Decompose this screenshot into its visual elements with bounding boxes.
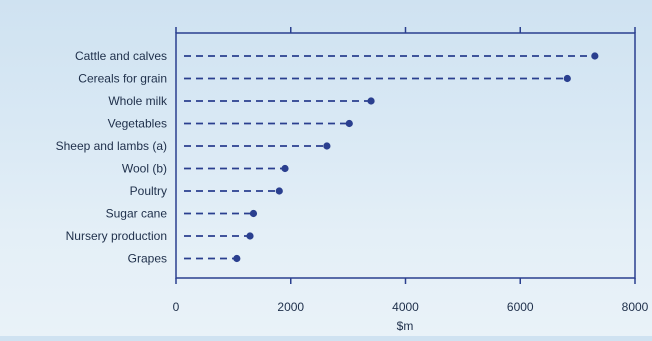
category-label: Cattle and calves (75, 49, 167, 63)
data-point (246, 232, 254, 240)
data-row: Cattle and calves (75, 49, 599, 63)
data-row: Nursery production (66, 229, 254, 243)
category-label: Wool (b) (122, 162, 167, 176)
data-point (281, 164, 289, 173)
category-label: Poultry (130, 184, 167, 198)
category-label: Grapes (128, 252, 167, 266)
data-row: Grapes (128, 252, 241, 266)
data-point (275, 187, 283, 195)
data-row: Vegetables (108, 117, 353, 131)
data-row: Cereals for grain (78, 72, 571, 86)
data-point (345, 119, 353, 128)
top-axis-ticks (175, 27, 636, 33)
data-point (249, 209, 258, 218)
plot-frame (175, 32, 636, 279)
x-tick-label-4000: 4000 (392, 300, 419, 314)
x-axis-label: $m (397, 319, 414, 333)
x-tick-label-0: 0 (173, 300, 180, 314)
data-row: Poultry (130, 184, 283, 198)
bottom-axis-ticks (175, 278, 636, 284)
category-label: Vegetables (108, 117, 167, 131)
x-tick-label-6000: 6000 (507, 300, 534, 314)
x-tick-label-8000: 8000 (622, 300, 649, 314)
data-point (563, 74, 571, 83)
data-row: Sheep and lambs (a) (56, 139, 331, 153)
data-point (323, 142, 331, 150)
data-row: Whole milk (108, 94, 375, 108)
category-label: Whole milk (108, 94, 168, 108)
data-row: Sugar cane (106, 207, 258, 221)
category-label: Sheep and lambs (a) (56, 139, 167, 153)
x-tick-labels: 0 2000 4000 6000 8000 (173, 300, 649, 314)
category-label: Nursery production (66, 229, 167, 243)
category-label: Sugar cane (106, 207, 168, 221)
data-row: Wool (b) (122, 162, 289, 176)
data-point (233, 254, 241, 263)
category-label: Cereals for grain (78, 72, 167, 86)
data-point (591, 52, 599, 60)
data-rows: Cattle and calves Cereals for grain Whole … (56, 49, 599, 266)
x-tick-label-2000: 2000 (277, 300, 304, 314)
data-point (367, 97, 375, 105)
